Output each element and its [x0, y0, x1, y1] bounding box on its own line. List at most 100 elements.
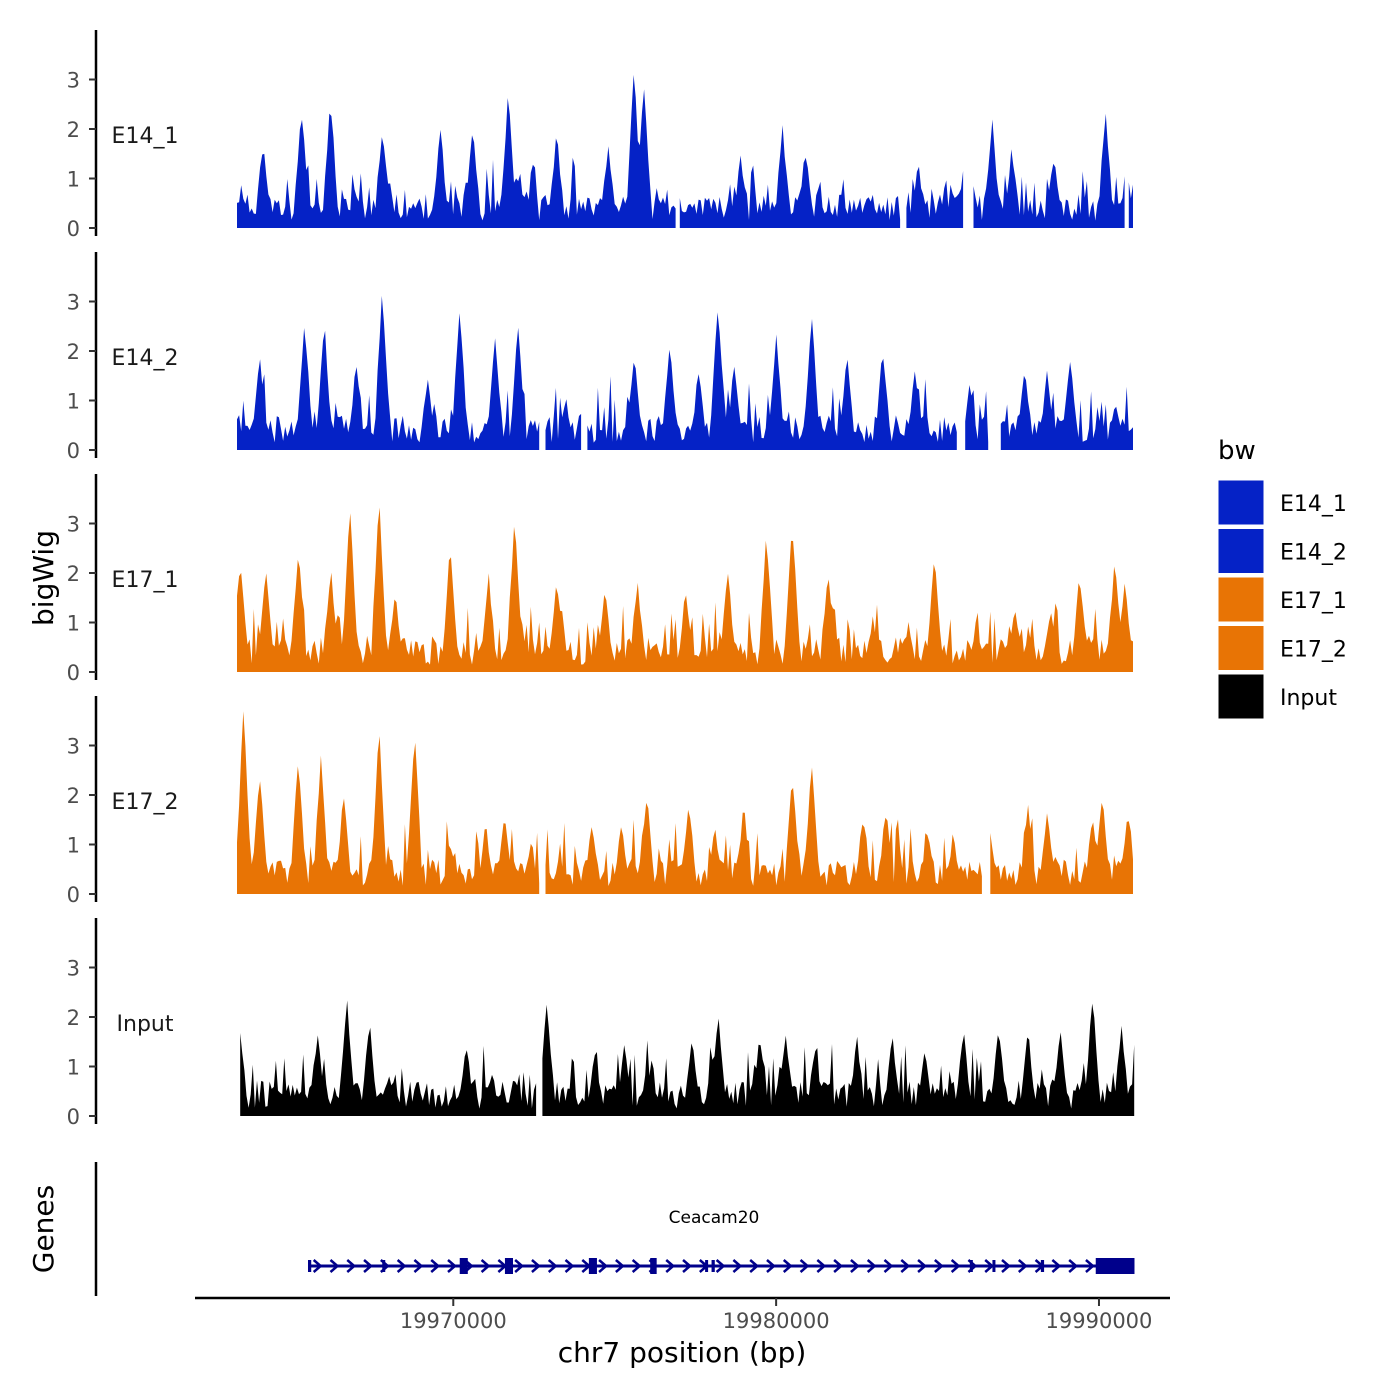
gene-exon: [1095, 1258, 1135, 1274]
y-tick-label: 1: [67, 834, 80, 858]
coverage-area: [587, 312, 957, 450]
strand-arrow: [598, 1259, 608, 1273]
y-tick-label: 2: [67, 784, 80, 808]
strand-arrow: [531, 1259, 541, 1273]
y-tick-label: 3: [67, 957, 80, 981]
gene-label: Ceacam20: [669, 1208, 760, 1228]
legend-label: E14_1: [1280, 492, 1347, 517]
y-tick-label: 1: [67, 612, 80, 636]
x-tick-label: 19990000: [1046, 1309, 1153, 1333]
coverage-area: [545, 387, 582, 450]
y-tick-label: 2: [67, 340, 80, 364]
strand-arrow: [866, 1259, 877, 1273]
y-tick-label: 1: [67, 168, 80, 192]
y-tick-label: 0: [67, 217, 80, 241]
strand-arrow: [413, 1259, 424, 1273]
strand-arrow: [363, 1259, 373, 1273]
strand-arrow: [1051, 1259, 1062, 1273]
x-tick-label: 19980000: [723, 1309, 830, 1333]
strand-arrow: [346, 1259, 357, 1273]
y-tick-label: 0: [67, 439, 80, 463]
strand-arrow: [950, 1259, 961, 1273]
strand-arrow: [900, 1259, 911, 1273]
gene-exon: [992, 1260, 996, 1272]
legend-swatch: [1217, 576, 1265, 623]
y-tick-label: 3: [67, 291, 80, 315]
strand-arrow: [799, 1259, 810, 1273]
strand-arrow: [312, 1259, 323, 1273]
strand-arrow: [480, 1259, 491, 1273]
track-Input: 0 1 2 3 Input: [67, 918, 1135, 1129]
x-tick-label: 19970000: [400, 1309, 507, 1333]
strand-arrow: [396, 1259, 407, 1273]
y-tick-label: 2: [67, 1006, 80, 1030]
gene-exon: [459, 1258, 468, 1274]
strand-arrow: [715, 1259, 726, 1273]
coverage-area: [965, 385, 989, 450]
strand-arrow: [615, 1259, 625, 1273]
strand-arrow: [766, 1259, 776, 1273]
track-E14_2: 0 1 2 3 E14_2: [67, 252, 1133, 463]
x-axis: 19970000 19980000 19990000 chr7 position (…: [195, 1296, 1170, 1369]
y-tick-label: 1: [67, 1056, 80, 1080]
track-label: E14_1: [112, 124, 179, 149]
strand-arrow: [732, 1259, 743, 1273]
strand-arrow: [329, 1259, 340, 1273]
coverage-area: [906, 166, 964, 228]
strand-arrow: [833, 1259, 844, 1273]
coverage-area: [545, 767, 982, 894]
strand-arrow: [682, 1259, 692, 1273]
gene-exon: [588, 1258, 597, 1274]
y-tick-label: 0: [67, 883, 80, 907]
legend-swatch: [1217, 528, 1265, 574]
coverage-area: [990, 802, 1133, 894]
bigwig-tracks: 0 1 2 3 E14_1 0 1 2 3 E14_2 0 1 2 3 E17_1 0 1 2 3 E17_2 0 1 2 3…: [67, 30, 1135, 1129]
y-axis-title: bigWig: [27, 530, 60, 626]
strand-arrow: [547, 1259, 558, 1273]
legend-label: E14_2: [1280, 541, 1347, 566]
track-label: E17_1: [112, 568, 179, 593]
gene-exon: [307, 1260, 312, 1272]
strand-arrow: [883, 1259, 894, 1273]
track-E17_2: 0 1 2 3 E17_2: [67, 696, 1133, 907]
strand-arrow: [631, 1259, 642, 1273]
y-tick-label: 0: [67, 1105, 80, 1129]
y-tick-label: 3: [67, 735, 80, 759]
x-axis-title: chr7 position (bp): [558, 1336, 807, 1369]
strand-arrow: [850, 1259, 860, 1273]
strand-arrow: [782, 1259, 793, 1273]
strand-arrow: [447, 1259, 457, 1273]
strand-arrow: [1085, 1259, 1095, 1273]
coverage-area: [679, 125, 901, 228]
legend-swatch: [1217, 673, 1265, 720]
strand-arrow: [564, 1259, 575, 1273]
strand-arrow: [917, 1259, 927, 1273]
genes-panel: Genes Ceacam20: [27, 1162, 1135, 1296]
coverage-area: [237, 507, 1133, 672]
strand-arrow: [816, 1259, 827, 1273]
coverage-area: [240, 1000, 537, 1116]
strand-arrow: [665, 1259, 676, 1273]
track-E17_1: 0 1 2 3 E17_1: [67, 474, 1133, 685]
legend-label: E17_1: [1280, 589, 1347, 614]
y-tick-label: 3: [67, 513, 80, 537]
legend-label: Input: [1280, 686, 1337, 711]
legend-title: bw: [1218, 436, 1256, 466]
strand-arrow: [984, 1259, 995, 1273]
strand-arrow: [749, 1259, 760, 1273]
legend: bw E14_1 E14_2 E17_1 E17_2 Input: [1217, 436, 1347, 720]
coverage-area: [237, 711, 540, 894]
genes-axis-title: Genes: [27, 1185, 60, 1273]
gene-exon: [504, 1258, 514, 1274]
gene-exon: [382, 1260, 386, 1272]
coverage-area: [1000, 362, 1133, 450]
y-tick-label: 1: [67, 390, 80, 414]
gene-exon: [705, 1260, 709, 1272]
track-E14_1: 0 1 2 3 E14_1: [67, 30, 1133, 241]
strand-arrow: [430, 1259, 441, 1273]
track-label: E14_2: [112, 346, 179, 371]
legend-label: E17_2: [1280, 638, 1347, 663]
coverage-area: [237, 74, 676, 229]
coverage-area: [1128, 182, 1133, 228]
